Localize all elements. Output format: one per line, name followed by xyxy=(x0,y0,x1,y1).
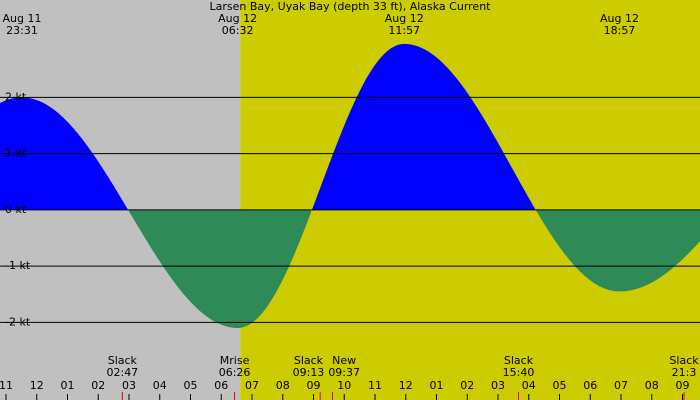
event-label: Slack xyxy=(294,354,324,367)
event-label: Slack xyxy=(108,354,138,367)
y-tick-label: 2 kt xyxy=(5,90,27,103)
hour-label: 11 xyxy=(0,379,13,392)
event-time: 15:40 xyxy=(503,366,535,379)
ebb-area xyxy=(129,209,311,328)
hour-label: 07 xyxy=(614,379,628,392)
hour-label: 12 xyxy=(399,379,413,392)
event-time: 02:47 xyxy=(106,366,138,379)
hour-label: 02 xyxy=(460,379,474,392)
hour-label: 06 xyxy=(214,379,228,392)
hour-label: 08 xyxy=(276,379,290,392)
extreme-time: 18:57 xyxy=(604,24,636,37)
event-time: 09:37 xyxy=(328,366,360,379)
ebb-area xyxy=(536,209,700,292)
extreme-time: 06:32 xyxy=(222,24,254,37)
event-time: 06:26 xyxy=(219,366,251,379)
hour-label: 06 xyxy=(583,379,597,392)
hour-label: 04 xyxy=(522,379,536,392)
hour-label: 03 xyxy=(491,379,505,392)
event-label: New xyxy=(332,354,356,367)
extreme-date: Aug 12 xyxy=(218,12,257,25)
y-tick-label: -2 kt xyxy=(5,315,31,328)
hour-label: 11 xyxy=(368,379,382,392)
event-time: 21:3 xyxy=(672,366,697,379)
hour-label: 09 xyxy=(307,379,321,392)
flood-area xyxy=(312,43,535,210)
extreme-date: Aug 11 xyxy=(3,12,42,25)
hour-label: 03 xyxy=(122,379,136,392)
extreme-date: Aug 12 xyxy=(600,12,639,25)
hour-label: 01 xyxy=(61,379,75,392)
chart-title: Larsen Bay, Uyak Bay (depth 33 ft), Alas… xyxy=(210,0,492,13)
hour-label: 01 xyxy=(430,379,444,392)
hour-label: 05 xyxy=(184,379,198,392)
event-time: 09:13 xyxy=(293,366,325,379)
y-tick-label: 1 kt xyxy=(5,147,27,160)
hour-label: 04 xyxy=(153,379,167,392)
y-tick-label: 0 kt xyxy=(5,203,27,216)
hour-label: 02 xyxy=(91,379,105,392)
hour-label: 09 xyxy=(676,379,690,392)
extreme-time: 23:31 xyxy=(6,24,38,37)
hour-label: 08 xyxy=(645,379,659,392)
hour-label: 07 xyxy=(245,379,259,392)
extreme-time: 11:57 xyxy=(388,24,420,37)
hour-label: 10 xyxy=(337,379,351,392)
event-label: Slack xyxy=(504,354,534,367)
event-label: Slack xyxy=(669,354,699,367)
y-tick-label: -1 kt xyxy=(5,259,31,272)
extreme-date: Aug 12 xyxy=(385,12,424,25)
event-label: Mrise xyxy=(220,354,250,367)
hour-label: 12 xyxy=(30,379,44,392)
hour-label: 05 xyxy=(553,379,567,392)
